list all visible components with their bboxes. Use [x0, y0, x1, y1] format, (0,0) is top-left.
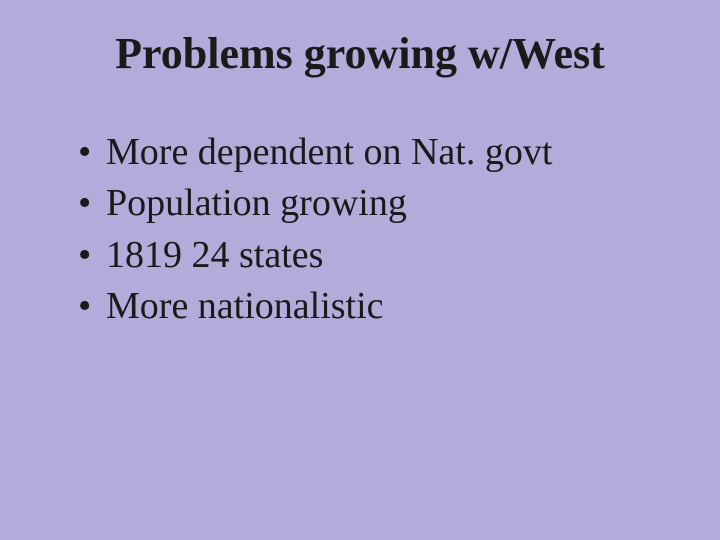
slide-container: Problems growing w/West More dependent o…: [0, 0, 720, 540]
bullet-list: More dependent on Nat. govt Population g…: [50, 127, 670, 332]
list-item: More nationalistic: [78, 281, 670, 332]
list-item: 1819 24 states: [78, 230, 670, 281]
slide-title: Problems growing w/West: [50, 28, 670, 79]
list-item: Population growing: [78, 178, 670, 229]
list-item: More dependent on Nat. govt: [78, 127, 670, 178]
